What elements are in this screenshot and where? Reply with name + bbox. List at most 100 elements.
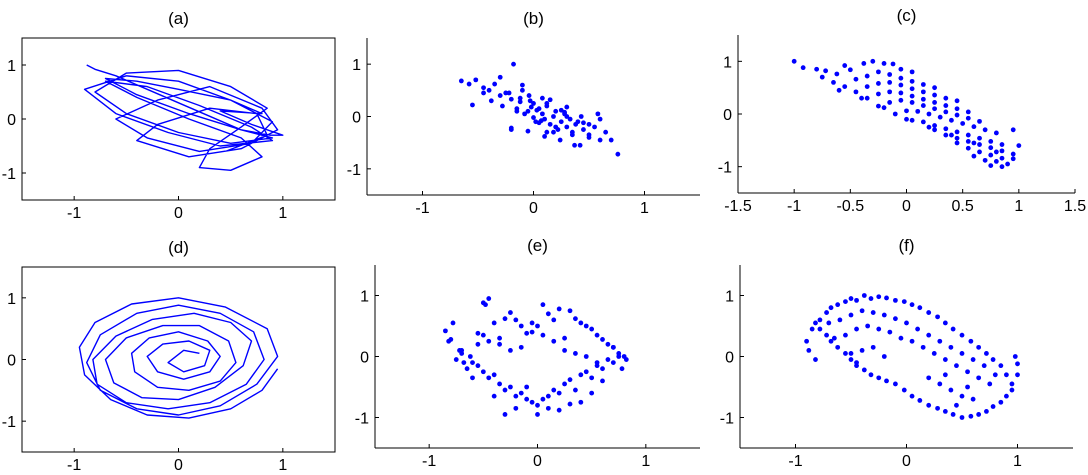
data-point <box>909 338 915 344</box>
data-point <box>870 58 876 64</box>
data-point <box>954 402 959 408</box>
data-point <box>984 409 989 414</box>
data-point <box>876 375 882 381</box>
data-point <box>971 140 977 146</box>
data-point <box>909 78 915 84</box>
data-point <box>814 66 820 72</box>
y-tick-label: -1 <box>2 166 16 183</box>
series-line <box>78 297 279 419</box>
data-point <box>491 393 497 399</box>
data-point <box>573 387 578 393</box>
data-point <box>572 142 577 148</box>
data-point <box>817 326 823 332</box>
data-point <box>464 366 470 372</box>
data-point <box>954 135 960 141</box>
data-point <box>993 159 999 164</box>
data-point <box>524 330 530 336</box>
data-point <box>960 121 966 126</box>
data-point <box>508 96 514 102</box>
data-point <box>497 381 502 387</box>
chart-panel: -1 0 1 -1 0 1 (a) <box>2 9 336 222</box>
data-point <box>893 316 898 322</box>
data-point <box>567 377 573 383</box>
data-point <box>954 129 960 135</box>
data-point <box>887 100 893 105</box>
data-point <box>943 132 949 138</box>
data-point <box>937 114 943 120</box>
data-point <box>551 317 557 323</box>
data-point <box>819 74 825 80</box>
data-point <box>800 65 806 71</box>
data-point <box>976 412 982 417</box>
data-point <box>965 369 970 375</box>
data-point <box>450 320 456 326</box>
data-point <box>901 299 907 304</box>
data-point <box>943 109 949 115</box>
data-point <box>831 335 837 341</box>
y-tick-label: 0 <box>352 110 361 127</box>
y-tick-label: -1 <box>718 160 732 177</box>
data-point <box>909 117 915 123</box>
data-point <box>535 412 540 417</box>
data-point <box>567 116 573 122</box>
data-point <box>988 163 994 169</box>
data-point <box>998 363 1004 369</box>
data-point <box>837 317 843 323</box>
data-point <box>562 335 567 341</box>
chart-panel: -1 0 1 -1 0 1 (d) <box>2 238 336 474</box>
data-point <box>605 357 611 362</box>
data-point <box>949 132 954 138</box>
data-point <box>804 338 809 344</box>
data-point <box>988 138 994 144</box>
data-point <box>950 412 956 417</box>
data-point <box>834 71 840 77</box>
x-tick-label: -1 <box>67 457 81 474</box>
x-tick-label: 1 <box>278 457 287 474</box>
data-point <box>898 335 904 341</box>
data-point <box>1016 143 1022 149</box>
data-point <box>475 341 481 347</box>
panel-title: (b) <box>523 9 544 28</box>
data-point <box>557 137 563 143</box>
data-point <box>909 69 915 75</box>
data-point <box>887 72 893 77</box>
data-point <box>864 73 870 79</box>
data-point <box>597 137 603 143</box>
data-point <box>859 308 865 314</box>
data-point <box>513 393 519 399</box>
data-point <box>556 407 562 413</box>
x-tick-label: -0.5 <box>837 198 865 215</box>
data-point <box>926 375 932 381</box>
data-point <box>982 127 988 133</box>
data-point <box>942 409 948 414</box>
data-point <box>932 85 937 91</box>
data-point <box>893 381 898 387</box>
data-point <box>990 404 996 409</box>
data-point <box>971 124 977 130</box>
data-point <box>887 329 893 335</box>
data-point <box>809 326 815 332</box>
x-tick-label: 1 <box>278 205 287 222</box>
data-point <box>915 108 921 114</box>
data-point <box>558 119 564 125</box>
x-tick-label: -1.5 <box>724 198 752 215</box>
data-point <box>977 135 982 141</box>
data-point <box>569 132 575 138</box>
data-point <box>884 378 889 384</box>
data-point <box>965 115 971 121</box>
data-point <box>525 128 531 134</box>
data-point <box>881 312 887 318</box>
data-point <box>976 344 982 350</box>
data-point <box>443 328 448 334</box>
data-point <box>949 117 954 123</box>
data-point <box>470 102 475 108</box>
data-point <box>502 316 508 322</box>
data-point <box>932 127 937 133</box>
data-point <box>486 296 492 301</box>
data-point <box>615 151 621 157</box>
data-point <box>998 399 1004 405</box>
data-point <box>926 310 932 315</box>
data-point <box>881 61 887 66</box>
data-point <box>806 348 812 353</box>
data-point <box>876 81 881 86</box>
